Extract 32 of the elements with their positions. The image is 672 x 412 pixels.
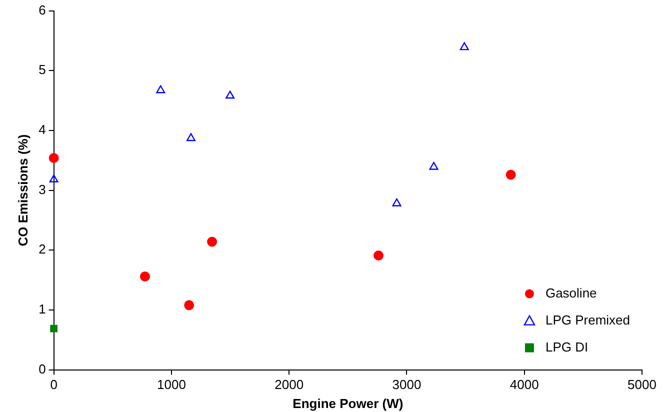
point — [49, 174, 58, 182]
x-tick-label: 5000 — [628, 377, 656, 392]
x-tick-label: 2000 — [274, 377, 304, 392]
point — [506, 170, 516, 180]
point — [140, 271, 150, 282]
y-tick-label: 4 — [38, 122, 46, 138]
point — [374, 250, 384, 261]
y-tick-label: 0 — [38, 361, 46, 376]
x-tick-label: 1000 — [157, 377, 186, 392]
legend-label: LPG DI — [545, 339, 588, 354]
y-tick-label: 1 — [38, 302, 46, 317]
point — [226, 90, 235, 99]
point — [184, 300, 194, 310]
x-tick-label: 3000 — [392, 377, 422, 392]
y-axis-title: CO Emissions (%) — [15, 134, 30, 246]
point — [460, 42, 469, 50]
y-tick-label: 2 — [38, 242, 46, 257]
x-axis-title: Engine Power (W) — [292, 396, 404, 411]
y-tick-label: 3 — [38, 182, 46, 197]
point — [48, 152, 59, 163]
y-tick-label: 6 — [38, 2, 46, 18]
point — [156, 85, 166, 94]
x-tick-label: 0 — [50, 377, 58, 392]
legend-label: LPG Premixed — [545, 312, 630, 328]
point — [186, 133, 196, 142]
legend-label: Gasoline — [545, 285, 597, 300]
point — [207, 236, 218, 247]
y-tick-label: 5 — [38, 62, 46, 78]
x-tick-label: 4000 — [510, 377, 539, 392]
point — [392, 198, 402, 206]
point — [50, 324, 58, 332]
point — [429, 162, 438, 170]
